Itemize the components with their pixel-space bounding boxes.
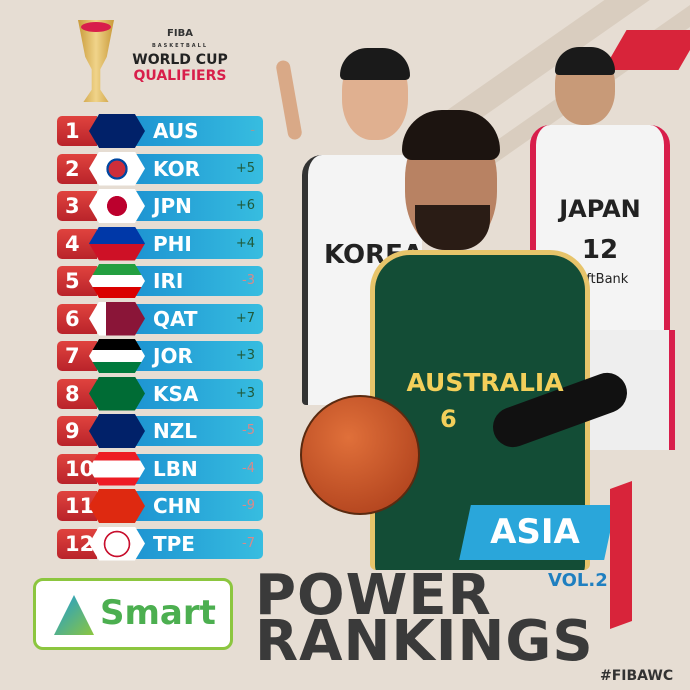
smart-logo: Smart: [33, 578, 233, 650]
rank-change: -7: [242, 535, 255, 551]
philippines-flag-icon: [89, 226, 145, 261]
rank-change: -: [250, 123, 255, 138]
rank-change: +5: [235, 160, 255, 176]
japan-flag-icon: [89, 189, 145, 223]
logo-line1: BASKETBALL: [151, 43, 209, 49]
trophy-icon: [78, 20, 114, 102]
jersey-number: 12: [581, 235, 619, 265]
rank-number: 4: [57, 228, 97, 259]
ranking-row: 6 QAT +7: [57, 301, 263, 336]
rank-change: -3: [242, 273, 255, 288]
smart-logo-icon: [54, 595, 94, 635]
jersey-text: AUSTRALIA: [406, 368, 564, 397]
ranking-row: 10 LBN -4: [57, 451, 263, 486]
volume-label: VOL.2: [548, 570, 608, 591]
rank-change: +7: [235, 310, 255, 326]
team-code: JPN: [153, 194, 192, 218]
ranking-row: 12 TPE -7: [57, 526, 263, 561]
region-label: ASIA: [490, 512, 580, 552]
jersey-number: 6: [440, 405, 457, 433]
saudi-arabia-flag-icon: [89, 376, 145, 411]
team-code: CHN: [153, 494, 202, 518]
logo-brand: FIBA: [167, 28, 193, 39]
rank-change: +4: [235, 235, 255, 251]
smart-logo-text: Smart: [100, 593, 216, 633]
ranking-row: 7 JOR +3: [57, 339, 263, 373]
lebanon-flag-icon: [89, 451, 145, 486]
rank-change: -5: [242, 423, 255, 438]
jordan-flag-icon: [89, 339, 145, 373]
rank-change: +6: [235, 198, 255, 213]
title-line2: RANKINGS: [255, 609, 594, 674]
ranking-row: 2 KOR +5: [57, 151, 263, 186]
jersey-text: JAPAN: [559, 195, 641, 223]
qatar-flag-icon: [89, 301, 145, 336]
chinese-taipei-flag-icon: [89, 526, 145, 561]
rank-number: 8: [57, 378, 97, 409]
logo-line3: QUALIFIERS: [133, 68, 227, 84]
ranking-row: 9 NZL -5: [57, 414, 263, 448]
red-accent: [610, 480, 632, 630]
rank-number: 7: [57, 341, 97, 371]
south-korea-flag-icon: [89, 151, 145, 186]
ranking-row: 8 KSA +3: [57, 376, 263, 411]
team-code: LBN: [153, 456, 198, 481]
rank-change: +3: [235, 385, 255, 401]
logo-line2: WORLD CUP: [132, 52, 228, 68]
rank-change: +3: [235, 348, 255, 363]
team-code: QAT: [153, 306, 198, 331]
team-code: IRI: [153, 269, 184, 293]
ranking-row: 5 IRI -3: [57, 264, 263, 298]
team-code: TPE: [153, 531, 195, 556]
ranking-row: 3 JPN +6: [57, 189, 263, 223]
fiba-wcq-logo: FIBA BASKETBALL WORLD CUP QUALIFIERS: [68, 18, 238, 108]
ranking-row: 1 AUS -: [57, 114, 263, 148]
team-code: KSA: [153, 381, 199, 406]
team-code: PHI: [153, 231, 192, 256]
team-code: KOR: [153, 156, 201, 181]
rank-number: 11: [57, 491, 97, 521]
rank-change: -4: [242, 460, 255, 476]
ranking-row: 4 PHI +4: [57, 226, 263, 261]
player-australia: AUSTRALIA 6: [280, 100, 633, 570]
australia-flag-icon: [89, 114, 145, 148]
team-code: NZL: [153, 419, 197, 443]
ranking-row: 11 CHN -9: [57, 489, 263, 523]
hashtag: #FIBAWC: [600, 668, 674, 684]
title-line1: POWER: [255, 563, 492, 628]
rank-change: -9: [242, 498, 255, 513]
team-code: AUS: [153, 119, 199, 143]
new-zealand-flag-icon: [89, 414, 145, 448]
iran-flag-icon: [89, 264, 145, 298]
basketball-icon: [300, 395, 420, 515]
china-flag-icon: [89, 489, 145, 523]
team-code: JOR: [153, 344, 193, 368]
